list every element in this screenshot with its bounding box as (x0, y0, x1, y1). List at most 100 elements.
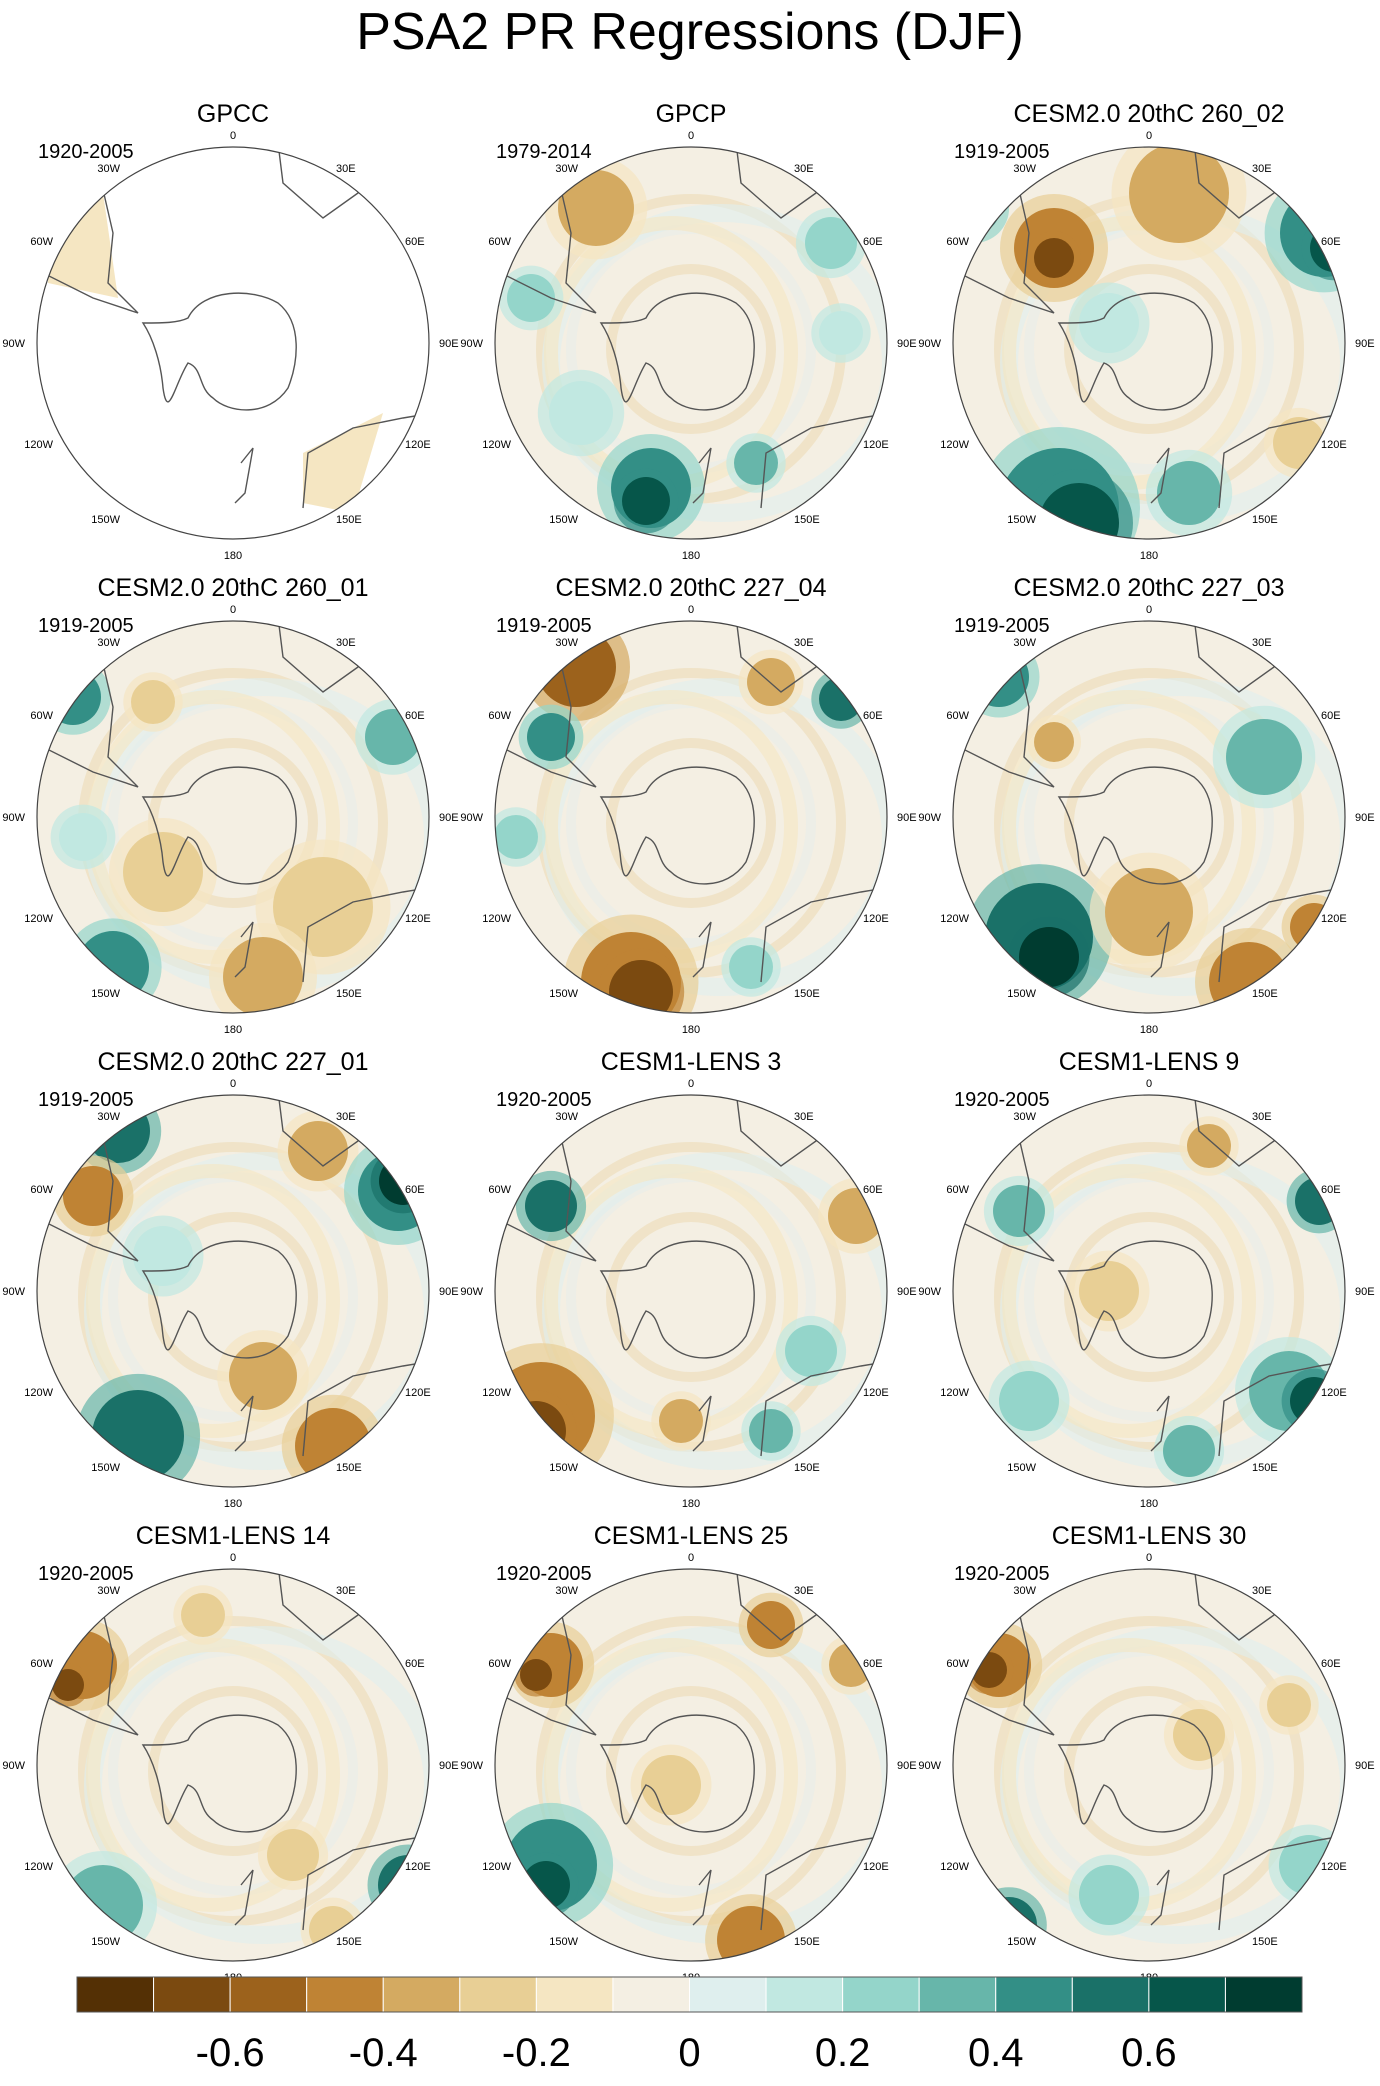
longitude-label: 30E (1252, 637, 1272, 649)
longitude-label: 120E (863, 439, 889, 451)
longitude-label: 60W (30, 710, 53, 722)
longitude-label: 0 (1146, 1552, 1152, 1564)
australia-outline (760, 412, 887, 509)
longitude-label: 120W (940, 913, 969, 925)
longitude-label: 90E (1355, 812, 1375, 824)
map-panel: CESM1-LENS 141920-2005018090W90E30W60W30… (2, 1522, 458, 1984)
map-panel: GPCC 1920-2005 0 180 90W 90E 30W 60W 30E 60E 120W 1… (2, 100, 458, 562)
regression-field (37, 621, 429, 1013)
longitude-label: 60E (405, 1184, 425, 1196)
colorbar-swatch (612, 1976, 690, 2013)
longitude-label: 30E (336, 1111, 356, 1123)
map-panel: CESM2.0 20thC 227_04 1919-2005 0 180 90W 90E 3… (460, 574, 916, 1036)
anomaly-blob (45, 669, 101, 725)
longitude-label: 90E (1355, 1286, 1375, 1298)
map-frame (494, 1568, 888, 1962)
longitude-label: 60E (863, 236, 883, 248)
longitude-label: 120W (24, 913, 53, 925)
map-frame (952, 620, 1346, 1014)
new-zealand-outline (234, 1869, 254, 1926)
longitude-label: 120E (1321, 913, 1347, 925)
antarctica-outline (1057, 292, 1213, 411)
anomaly-blob (819, 311, 863, 355)
longitude-label: 30W (97, 1111, 120, 1123)
map-panel: CESM2.0 20thC 227_03 1919-2005 0 180 90W 90E 3… (918, 574, 1374, 1036)
longitude-label: 60E (1321, 1658, 1341, 1670)
panel-period: 1920-2005 (954, 1089, 1050, 1111)
map-panel: CESM2.0 20thC 227_01 1919-2005 0 180 90W 90E 3… (2, 1048, 458, 1510)
anomaly-blob (609, 960, 673, 1013)
longitude-label: 90E (1355, 1760, 1375, 1772)
longitude-label: 30E (336, 163, 356, 175)
longitude-label: 90W (2, 812, 25, 824)
longitude-label: 60E (1321, 236, 1341, 248)
panel-title: CESM1-LENS 9 (1059, 1048, 1240, 1076)
longitude-label: 90W (918, 1760, 941, 1772)
australia-outline (760, 1834, 887, 1931)
australia-outline (760, 1360, 887, 1457)
longitude-label: 120E (405, 1861, 431, 1873)
anomaly-blob (229, 1342, 297, 1410)
longitude-label: 60W (488, 710, 511, 722)
anomaly-blob (1105, 868, 1193, 956)
longitude-label: 120E (1321, 1861, 1347, 1873)
longitude-label: 30W (555, 1111, 578, 1123)
antarctica-outline (141, 292, 297, 411)
longitude-label: 150W (91, 988, 120, 1000)
regression-field (953, 147, 1345, 539)
longitude-label: 30E (336, 1585, 356, 1597)
panel-period: 1919-2005 (954, 615, 1050, 637)
colorbar-swatch (1224, 1976, 1303, 2013)
anomaly-blob (273, 857, 373, 957)
australia-outline (302, 1360, 429, 1457)
longitude-label: 150E (794, 1462, 820, 1474)
anomaly-blob (717, 1906, 785, 1961)
longitude-label: 90W (460, 338, 483, 350)
new-zealand-outline (1150, 1869, 1170, 1926)
longitude-label: 120E (405, 439, 431, 451)
longitude-label: 180 (1140, 550, 1158, 562)
anomaly-blob (520, 1659, 552, 1691)
longitude-label: 150E (794, 514, 820, 526)
anomaly-blob (747, 658, 795, 706)
anomaly-blob (1226, 719, 1302, 795)
panel-period: 1920-2005 (954, 1563, 1050, 1585)
longitude-label: 180 (224, 550, 242, 562)
australia-outline (302, 1834, 429, 1931)
anomaly-blob (527, 713, 575, 761)
australia-outline (1218, 1834, 1345, 1931)
longitude-label: 30E (336, 637, 356, 649)
longitude-label: 30W (1013, 1585, 1036, 1597)
longitude-label: 120W (940, 1861, 969, 1873)
map-panel: CESM1-LENS 3 1920-2005 0 180 90W 90E 30W 60W 30E… (460, 1048, 916, 1510)
colorbar-tick-label: 0 (678, 2031, 701, 2075)
longitude-label: 150E (336, 988, 362, 1000)
panel-title: CESM1-LENS 3 (601, 1048, 782, 1076)
anomaly-blob (747, 1601, 795, 1649)
colorbar-tick-label: -0.6 (195, 2031, 265, 2075)
longitude-label: 120E (863, 1861, 889, 1873)
longitude-label: 60E (405, 1658, 425, 1670)
anomaly-blob (1290, 903, 1338, 951)
anomaly-blob (1310, 224, 1345, 272)
longitude-label: 180 (224, 1498, 242, 1510)
colorbar-tick-label: -0.4 (348, 2031, 418, 2075)
longitude-label: 60W (946, 1184, 969, 1196)
longitude-label: 150W (549, 1936, 578, 1948)
regression-field (37, 1569, 429, 1961)
anomaly-blob (495, 815, 538, 859)
longitude-label: 0 (230, 1552, 236, 1564)
panel-period: 1919-2005 (38, 1089, 134, 1111)
antarctica-outline (141, 766, 297, 885)
longitude-label: 150W (91, 514, 120, 526)
anomaly-blob (133, 1226, 193, 1286)
map-frame (36, 146, 430, 540)
anomaly-blob (828, 1188, 884, 1244)
longitude-label: 60W (488, 236, 511, 248)
anomaly-blob (999, 1371, 1059, 1431)
figure-title: PSA2 PR Regressions (DJF) (356, 3, 1024, 61)
panel-title: CESM2.0 20thC 260_02 (1013, 100, 1284, 128)
map-panel: CESM1-LENS 9 1920-2005 0 180 90W 90E 30W 60W 30E… (918, 1048, 1374, 1510)
panel-title: GPCP (656, 100, 727, 128)
longitude-label: 30W (97, 163, 120, 175)
